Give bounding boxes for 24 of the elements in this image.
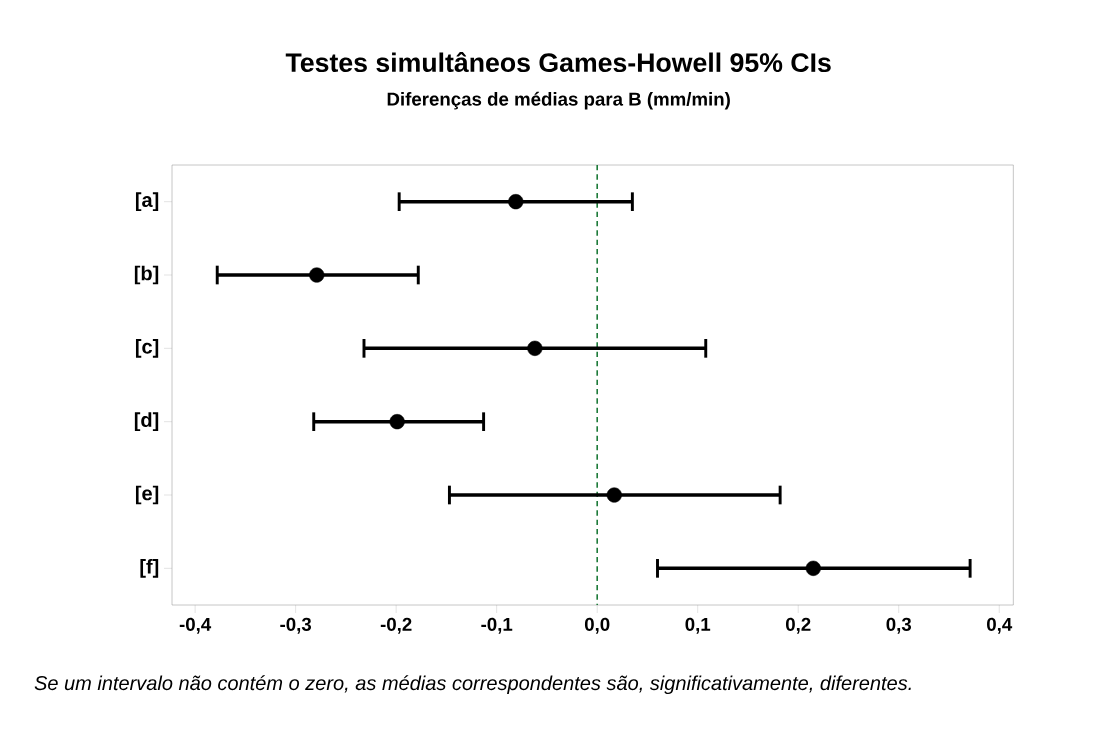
y-tick-label: [f]	[140, 559, 159, 578]
point	[527, 340, 543, 356]
y-tick-label: [e]	[135, 485, 159, 505]
point	[805, 560, 821, 576]
point	[606, 487, 622, 503]
x-tick-label: -0,1	[481, 617, 513, 634]
x-tick-label: 0,2	[785, 617, 811, 634]
x-tick-label: -0,3	[280, 617, 312, 634]
y-tick-label: [a]	[135, 192, 159, 211]
y-tick-label: [d]	[134, 412, 159, 431]
chart-subtitle: Diferenças de médias para B (mm/min)	[387, 91, 730, 110]
chart-title: Testes simultâneos Games-Howell 95% CIs	[285, 51, 831, 73]
y-tick-label: [c]	[135, 339, 159, 358]
x-tick-label: -0,2	[380, 617, 412, 634]
x-tick-label: 0,0	[584, 617, 610, 634]
x-tick-label: 0,4	[987, 617, 1013, 634]
y-tick-label: [b]	[134, 265, 159, 285]
point	[389, 414, 405, 430]
x-tick-label: 0,3	[886, 617, 912, 634]
point	[309, 267, 325, 283]
x-tick-label: 0,1	[685, 617, 711, 634]
x-tick-label: -0,4	[179, 617, 212, 634]
point	[508, 194, 524, 210]
text: Se um intervalo não contém o zero, as médias correspondentes são, significativamente, diferentes.	[34, 675, 911, 695]
